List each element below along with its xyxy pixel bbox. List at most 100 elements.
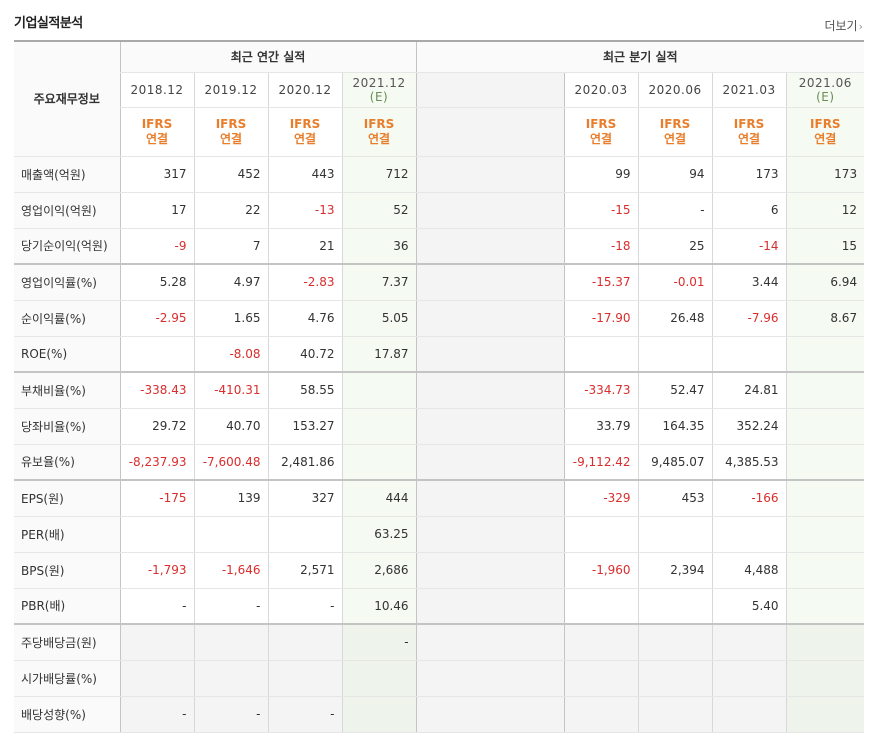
period-label: 2019.12: [204, 82, 258, 97]
value-cell: 317: [119, 156, 194, 193]
value-cell: 444: [341, 479, 417, 517]
value-cell: [711, 696, 787, 733]
value-cell: 52: [341, 192, 417, 229]
row-label: EPS(원): [14, 479, 120, 517]
value-cell: 40.70: [193, 408, 268, 445]
value-cell: [193, 660, 268, 697]
value-cell: -166: [711, 479, 787, 517]
basis-label[interactable]: IFRS 연결: [785, 107, 865, 157]
value-cell: [711, 336, 787, 373]
basis-standard: IFRS: [810, 116, 841, 131]
value-cell: 94: [637, 156, 713, 193]
value-cell: [119, 516, 194, 553]
value-cell: -7,600.48: [193, 444, 268, 481]
basis-label[interactable]: IFRS 연결: [563, 107, 639, 157]
basis-label[interactable]: IFRS 연결: [267, 107, 342, 157]
value-cell: -17.90: [563, 300, 639, 337]
basis-label[interactable]: IFRS 연결: [193, 107, 268, 157]
value-cell: 21: [267, 228, 342, 265]
row-label: ROE(%): [14, 336, 120, 373]
table-row: 시가배당률(%): [14, 660, 865, 697]
table-row: 당좌비율(%) 29.72 40.70 153.27 33.79 164.35 352.24: [14, 408, 865, 445]
value-cell: -: [193, 588, 268, 625]
value-cell: [785, 336, 865, 373]
basis-label[interactable]: IFRS 연결: [341, 107, 417, 157]
value-cell: 8.67: [785, 300, 865, 337]
value-cell: 327: [267, 479, 342, 517]
value-cell: 99: [563, 156, 639, 193]
value-cell: [785, 552, 865, 589]
value-cell: [563, 623, 639, 661]
value-cell: -: [119, 588, 194, 625]
value-cell: 352.24: [711, 408, 787, 445]
value-cell: -: [267, 696, 342, 733]
value-cell: 25: [637, 228, 713, 265]
value-cell: -18: [563, 228, 639, 265]
value-cell: -1,960: [563, 552, 639, 589]
value-cell: -: [193, 696, 268, 733]
column-gap: [415, 660, 565, 697]
value-cell: 17.87: [341, 336, 417, 373]
column-gap: [415, 371, 565, 409]
value-cell: [267, 623, 342, 661]
column-gap: [415, 588, 565, 625]
value-cell: 453: [637, 479, 713, 517]
value-cell: [785, 660, 865, 697]
period-label: 2020.06: [648, 82, 702, 97]
column-gap: [415, 552, 565, 589]
value-cell: -338.43: [119, 371, 194, 409]
value-cell: [637, 516, 713, 553]
value-cell: [637, 696, 713, 733]
value-cell: 7: [193, 228, 268, 265]
value-cell: [637, 588, 713, 625]
column-gap: [415, 479, 565, 517]
value-cell: 5.40: [711, 588, 787, 625]
basis-standard: IFRS: [585, 116, 617, 131]
section-title: 기업실적분석: [14, 16, 83, 31]
table-row: ROE(%) -8.08 40.72 17.87: [14, 336, 865, 373]
value-cell: -2.95: [119, 300, 194, 337]
value-cell: [563, 660, 639, 697]
column-gap: [415, 192, 565, 229]
column-gap: [415, 444, 565, 481]
table-row: 영업이익률(%) 5.28 4.97 -2.83 7.37 -15.37 -0.01 3.44…: [14, 263, 865, 301]
basis-label[interactable]: IFRS 연결: [637, 107, 713, 157]
basis-label[interactable]: IFRS 연결: [711, 107, 787, 157]
period-header-2021-06: 2021.06 (E): [785, 72, 865, 108]
value-cell: 2,394: [637, 552, 713, 589]
value-cell: [785, 479, 865, 517]
value-cell: [711, 623, 787, 661]
value-cell: 33.79: [563, 408, 639, 445]
value-cell: -13: [267, 192, 342, 229]
value-cell: [711, 660, 787, 697]
chevron-right-icon: ›: [858, 20, 863, 33]
value-cell: -: [637, 192, 713, 229]
column-gap: [415, 72, 565, 108]
value-cell: -15: [563, 192, 639, 229]
value-cell: 17: [119, 192, 194, 229]
value-cell: 173: [785, 156, 865, 193]
basis-label[interactable]: IFRS 연결: [119, 107, 194, 157]
value-cell: [785, 516, 865, 553]
period-label: 2021.06: [798, 75, 852, 90]
column-gap: [415, 107, 565, 157]
basis-scope: 연결: [738, 131, 761, 146]
value-cell: [341, 444, 417, 481]
value-cell: -1,646: [193, 552, 268, 589]
basis-standard: IFRS: [363, 116, 395, 131]
period-label: 2020.03: [574, 82, 628, 97]
value-cell: [563, 588, 639, 625]
table-row: 매출액(억원) 317 452 443 712 99 94 173 173: [14, 156, 865, 193]
value-cell: [637, 623, 713, 661]
value-cell: [341, 696, 417, 733]
row-label: 당좌비율(%): [14, 408, 120, 445]
row-label: PER(배): [14, 516, 120, 553]
value-cell: 63.25: [341, 516, 417, 553]
value-cell: -8,237.93: [119, 444, 194, 481]
table-row: 주당배당금(원) -: [14, 623, 865, 661]
more-link[interactable]: 더보기›: [824, 17, 863, 34]
table-row: BPS(원) -1,793 -1,646 2,571 2,686 -1,960 2,394 4…: [14, 552, 865, 589]
value-cell: 6: [711, 192, 787, 229]
period-header-2021-03: 2021.03: [711, 72, 787, 108]
value-cell: [563, 696, 639, 733]
